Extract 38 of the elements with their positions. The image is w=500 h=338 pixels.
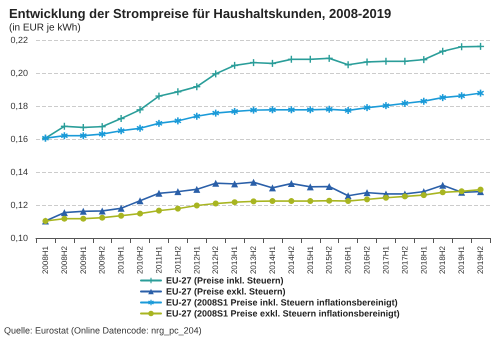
x-tick-label: 2009H1 — [78, 245, 88, 274]
x-tick-label: 2013H2 — [249, 245, 258, 274]
x-tick-label: 2009H2 — [98, 245, 107, 274]
x-tick-label: 2015H1 — [306, 245, 315, 274]
x-tick-label: 2018H2 — [438, 245, 448, 274]
y-tick-label: 0,10 — [10, 233, 28, 243]
x-tick-label: 2017H1 — [381, 245, 390, 274]
legend-label: EU-27 (2008S1 Preise exkl. Steuern inflationsbereinigt) — [166, 308, 400, 318]
x-tick-label: 2018H1 — [419, 245, 428, 274]
x-tick-label: 2019H1 — [457, 245, 466, 274]
legend-label: EU-27 (Preise exkl. Steuern) — [166, 286, 286, 296]
x-tick-label: 2011H1 — [154, 245, 164, 274]
x-tick-label: 2014H2 — [286, 245, 296, 274]
x-tick-label: 2012H2 — [211, 245, 220, 274]
x-tick-label: 2012H1 — [192, 245, 202, 274]
y-tick-label: 0,18 — [10, 101, 28, 111]
source-note: Quelle: Eurostat (Online Datencode: nrg_pc_204) — [4, 326, 202, 336]
y-tick-label: 0,14 — [10, 167, 28, 177]
x-tick-label: 2010H1 — [116, 245, 126, 274]
chart-title: Entwicklung der Strompreise für Haushaltskunden, 2008-2019 — [9, 6, 392, 21]
legend-label: EU-27 (2008S1 Preise inkl. Steuern inflationsbereinigt) — [166, 298, 398, 308]
x-tick-label: 2016H1 — [344, 245, 353, 274]
x-tick-label: 2017H2 — [400, 245, 410, 274]
x-tick-label: 2014H1 — [268, 245, 277, 274]
x-tick-label: 2019H2 — [476, 245, 486, 274]
x-tick-label: 2008H2 — [60, 245, 69, 274]
x-tick-label: 2013H1 — [230, 245, 240, 274]
x-tick-label: 2016H2 — [362, 245, 372, 274]
x-tick-label: 2008H1 — [40, 245, 50, 274]
legend-label: EU-27 (Preise inkl. Steuern) — [166, 276, 284, 286]
y-tick-label: 0,12 — [10, 200, 28, 210]
y-tick-label: 0,22 — [10, 35, 28, 45]
y-tick-label: 0,20 — [10, 68, 28, 78]
x-tick-label: 2010H2 — [136, 245, 145, 274]
x-tick-label: 2011H2 — [173, 245, 182, 274]
chart-subtitle: (in EUR je kWh) — [9, 22, 81, 34]
y-tick-label: 0,16 — [10, 134, 28, 144]
x-tick-label: 2015H2 — [324, 245, 334, 274]
